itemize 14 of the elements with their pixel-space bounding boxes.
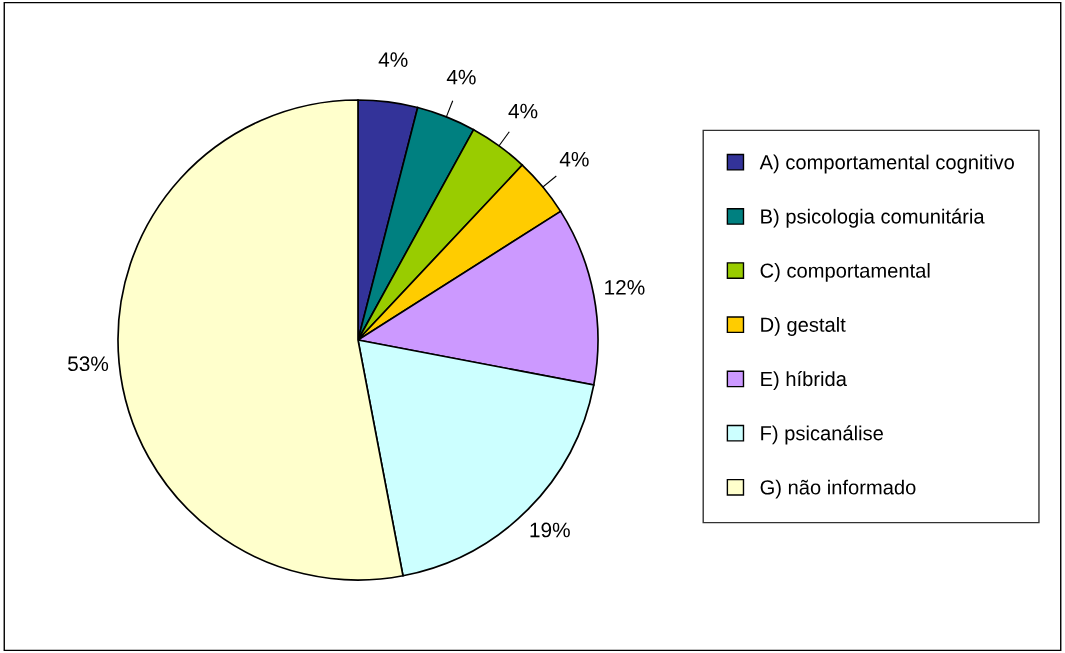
data-label: 12% [605, 280, 645, 295]
data-label: 53% [67, 356, 109, 372]
legend-label: F) psicanálise [761, 425, 883, 445]
data-label: 4% [508, 103, 538, 119]
legend-label: C) comportamental [760, 262, 930, 282]
legend-label: D) gestalt [761, 317, 846, 336]
legend-label: E) híbrida [761, 371, 847, 391]
legend-label: B) psicologia comunitária [761, 208, 985, 228]
data-label: 19% [530, 522, 570, 538]
legend-label: G) não informado [760, 479, 916, 499]
data-label: 4% [446, 69, 476, 85]
data-label: 4% [559, 151, 589, 167]
legend-label: A) comportamental cognitivo [759, 154, 1014, 174]
data-label: 4% [378, 52, 408, 67]
